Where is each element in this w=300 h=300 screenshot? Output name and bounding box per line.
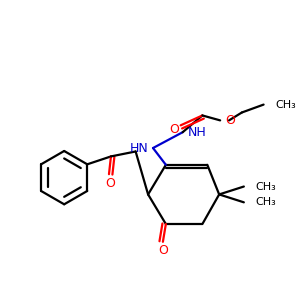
Text: NH: NH xyxy=(188,126,206,139)
Text: O: O xyxy=(158,244,168,257)
Text: CH₃: CH₃ xyxy=(275,100,296,110)
Text: O: O xyxy=(169,123,179,136)
Text: O: O xyxy=(105,177,115,190)
Text: HN: HN xyxy=(129,142,148,154)
Text: CH₃: CH₃ xyxy=(256,182,276,191)
Text: CH₃: CH₃ xyxy=(256,197,276,207)
Text: O: O xyxy=(225,114,235,127)
